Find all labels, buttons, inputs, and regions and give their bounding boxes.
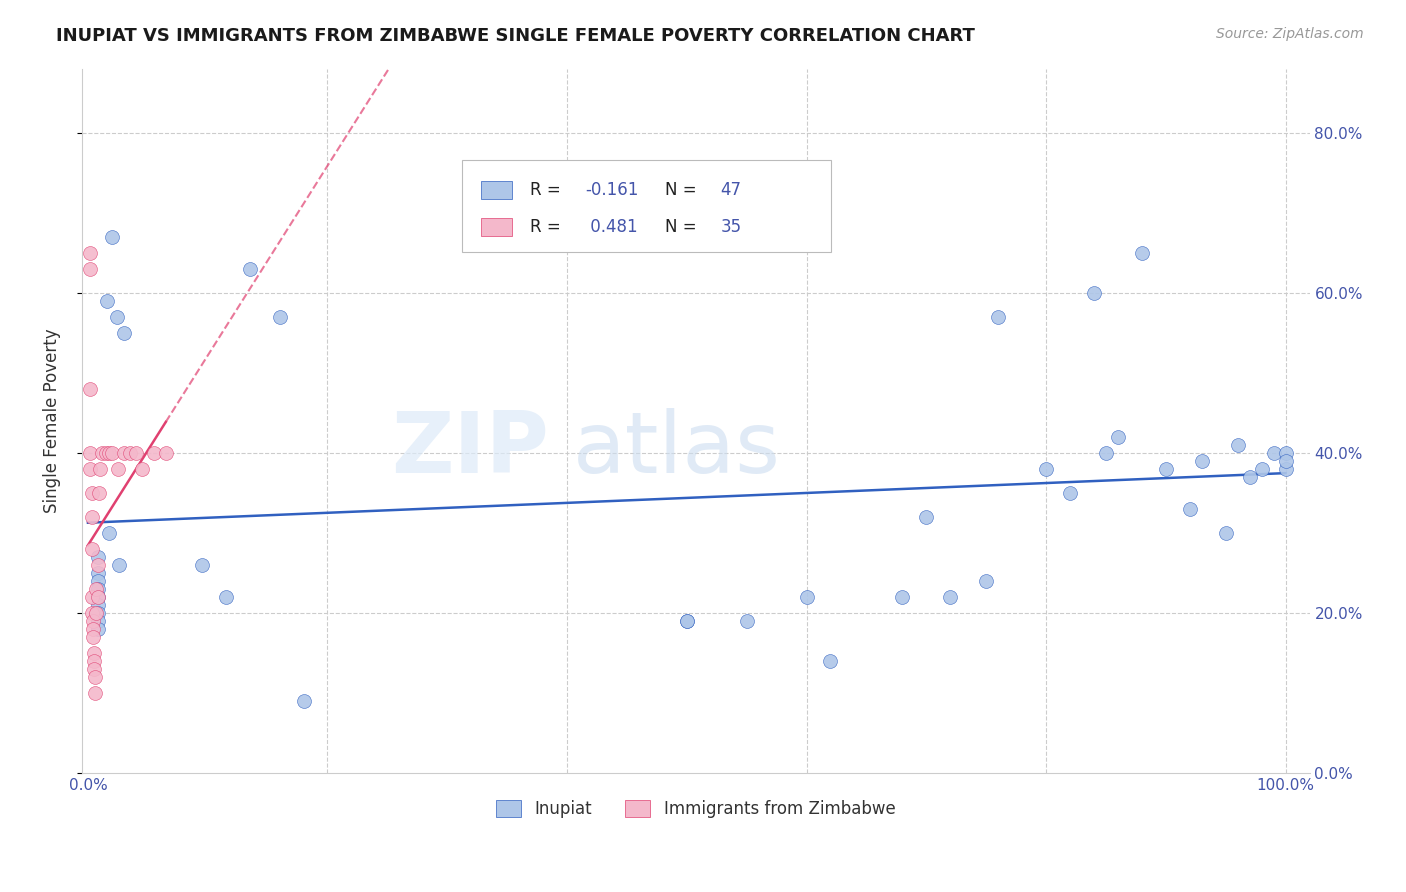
Point — [86, 582, 108, 597]
Point — [108, 558, 131, 573]
Point — [1095, 446, 1118, 460]
Point — [82, 614, 104, 628]
Point — [86, 591, 108, 605]
Point — [83, 646, 105, 660]
Point — [80, 486, 103, 500]
Text: R =: R = — [530, 181, 567, 199]
Point — [292, 694, 315, 708]
Point — [79, 462, 101, 476]
Point — [820, 654, 842, 668]
Point — [80, 510, 103, 524]
Point — [80, 542, 103, 557]
Point — [107, 462, 129, 476]
Point — [79, 446, 101, 460]
Point — [94, 446, 117, 460]
Point — [735, 614, 758, 628]
Point — [215, 591, 238, 605]
Point — [86, 598, 108, 612]
Point — [1274, 446, 1296, 460]
Point — [87, 486, 110, 500]
Point — [1178, 502, 1201, 516]
Point — [1130, 245, 1153, 260]
Point — [891, 591, 914, 605]
Text: ZIP: ZIP — [391, 408, 548, 491]
Point — [1107, 430, 1129, 444]
Text: R =: R = — [530, 219, 567, 236]
Point — [1263, 446, 1285, 460]
Text: 47: 47 — [720, 181, 741, 199]
Point — [974, 574, 997, 589]
Point — [675, 614, 697, 628]
Text: atlas: atlas — [574, 408, 780, 491]
Point — [83, 662, 105, 676]
Point — [86, 614, 108, 628]
Text: 0.481: 0.481 — [585, 219, 638, 236]
Point — [86, 582, 108, 597]
Point — [1083, 285, 1105, 300]
Point — [987, 310, 1010, 324]
Point — [105, 310, 128, 324]
Point — [101, 229, 124, 244]
Point — [1059, 486, 1081, 500]
Point — [112, 446, 135, 460]
Text: INUPIAT VS IMMIGRANTS FROM ZIMBABWE SINGLE FEMALE POVERTY CORRELATION CHART: INUPIAT VS IMMIGRANTS FROM ZIMBABWE SING… — [56, 27, 976, 45]
Point — [1250, 462, 1272, 476]
Point — [79, 245, 101, 260]
Point — [1154, 462, 1177, 476]
Point — [82, 630, 104, 644]
Point — [84, 670, 107, 684]
Legend: Inupiat, Immigrants from Zimbabwe: Inupiat, Immigrants from Zimbabwe — [489, 794, 903, 825]
Point — [190, 558, 212, 573]
Text: 35: 35 — [720, 219, 741, 236]
Point — [1274, 454, 1296, 468]
Y-axis label: Single Female Poverty: Single Female Poverty — [44, 328, 60, 513]
Point — [1226, 438, 1249, 452]
Point — [101, 446, 124, 460]
Point — [79, 382, 101, 396]
Point — [155, 446, 177, 460]
Text: N =: N = — [665, 181, 702, 199]
Point — [86, 606, 108, 620]
Point — [1035, 462, 1057, 476]
Point — [915, 510, 938, 524]
Point — [269, 310, 291, 324]
Point — [125, 446, 148, 460]
Text: -0.161: -0.161 — [585, 181, 638, 199]
Point — [96, 293, 118, 308]
Point — [1191, 454, 1213, 468]
Text: N =: N = — [665, 219, 702, 236]
Point — [142, 446, 165, 460]
Point — [82, 622, 104, 636]
Point — [86, 622, 108, 636]
Point — [86, 574, 108, 589]
Point — [796, 591, 818, 605]
Point — [86, 558, 108, 573]
Point — [84, 686, 107, 700]
Bar — [481, 219, 512, 236]
Point — [98, 446, 121, 460]
Point — [675, 614, 697, 628]
Text: Source: ZipAtlas.com: Source: ZipAtlas.com — [1216, 27, 1364, 41]
Point — [118, 446, 141, 460]
Point — [939, 591, 962, 605]
Point — [83, 654, 105, 668]
FancyBboxPatch shape — [463, 161, 831, 252]
Point — [79, 261, 101, 276]
Point — [89, 462, 111, 476]
Bar — [481, 181, 512, 199]
Point — [86, 606, 108, 620]
Point — [1274, 462, 1296, 476]
Point — [86, 566, 108, 581]
Point — [91, 446, 114, 460]
Point — [80, 606, 103, 620]
Point — [131, 462, 153, 476]
Point — [239, 261, 262, 276]
Point — [112, 326, 135, 340]
Point — [98, 526, 121, 541]
Point — [86, 550, 108, 565]
Point — [86, 591, 108, 605]
Point — [1239, 470, 1261, 484]
Point — [80, 591, 103, 605]
Point — [1215, 526, 1237, 541]
